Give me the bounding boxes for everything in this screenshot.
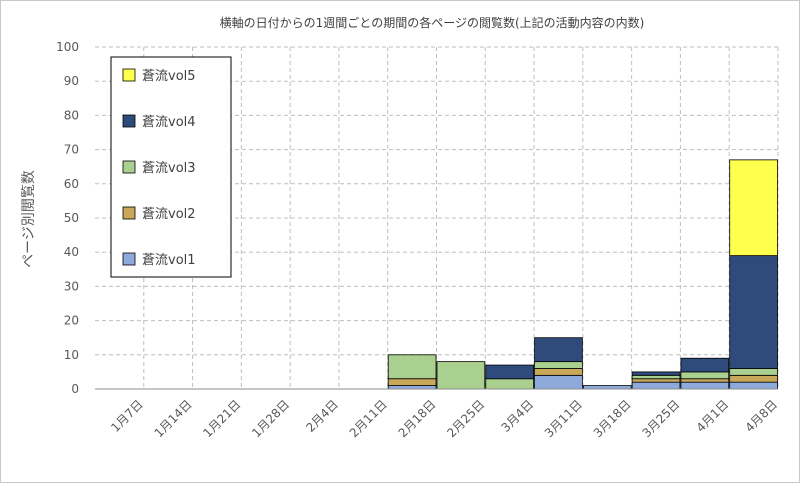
y-tick-label: 70 bbox=[64, 143, 79, 157]
bar-segment-蒼流vol1-3月18日 bbox=[582, 385, 632, 390]
x-tick-label: 3月11日 bbox=[542, 397, 585, 440]
bar-segment-蒼流vol2-3月11日 bbox=[534, 368, 583, 376]
x-tick-label: 1月28日 bbox=[249, 397, 292, 440]
bar-segment-蒼流vol1-2月18日 bbox=[387, 385, 437, 390]
x-tick-label: 4月1日 bbox=[694, 397, 732, 435]
legend-swatch-蒼流vol1 bbox=[122, 252, 136, 266]
y-tick-label: 50 bbox=[64, 211, 79, 225]
legend-label-蒼流vol2: 蒼流vol2 bbox=[142, 207, 196, 222]
bar-segment-蒼流vol3-2月18日 bbox=[387, 354, 437, 380]
x-tick-label: 1月7日 bbox=[108, 397, 146, 435]
y-tick-label: 80 bbox=[64, 108, 79, 122]
bar-segment-蒼流vol2-3月25日 bbox=[631, 378, 681, 383]
bar-segment-蒼流vol3-3月11日 bbox=[534, 361, 583, 369]
legend: 蒼流vol5 蒼流vol4 蒼流vol3 蒼流vol2 蒼流vol1 bbox=[110, 56, 232, 278]
chart-title: 横軸の日付からの1週間ごとの期間の各ページの閲覧数(上記の活動内容の内数) bbox=[220, 15, 645, 30]
bar-segment-蒼流vol4-3月25日 bbox=[631, 371, 681, 376]
bar-segment-蒼流vol4-3月4日 bbox=[485, 364, 534, 380]
y-tick-label: 0 bbox=[71, 382, 79, 396]
x-tick-label: 3月4日 bbox=[499, 397, 537, 435]
bar-segment-蒼流vol4-4月8日 bbox=[729, 255, 778, 369]
y-tick-label: 40 bbox=[64, 245, 79, 259]
legend-label-蒼流vol5: 蒼流vol5 bbox=[142, 69, 196, 84]
x-tick-label: 2月18日 bbox=[396, 397, 439, 440]
y-axis-title: ページ別閲覧数 bbox=[20, 170, 37, 268]
y-tick-label: 90 bbox=[64, 74, 79, 88]
bar-segment-蒼流vol3-2月25日 bbox=[436, 361, 486, 390]
x-tick-label: 3月25日 bbox=[639, 397, 682, 440]
bar-segment-蒼流vol2-2月18日 bbox=[387, 378, 437, 386]
bar-segment-蒼流vol3-3月25日 bbox=[631, 374, 681, 380]
legend-swatch-蒼流vol3 bbox=[122, 160, 136, 174]
legend-label-蒼流vol3: 蒼流vol3 bbox=[142, 161, 196, 176]
bar-segment-蒼流vol3-4月8日 bbox=[729, 368, 778, 376]
legend-swatch-蒼流vol2 bbox=[122, 206, 136, 220]
bar-segment-蒼流vol2-4月1日 bbox=[680, 378, 730, 383]
bar-segment-蒼流vol5-4月8日 bbox=[729, 159, 778, 257]
bar-segment-蒼流vol2-4月8日 bbox=[729, 374, 778, 383]
bar-segment-蒼流vol4-3月11日 bbox=[534, 337, 583, 363]
legend-swatch-蒼流vol4 bbox=[122, 114, 136, 128]
x-tick-label: 2月25日 bbox=[444, 397, 487, 440]
legend-label-蒼流vol1: 蒼流vol1 bbox=[142, 253, 196, 268]
x-tick-label: 1月14日 bbox=[152, 397, 195, 440]
y-tick-label: 10 bbox=[64, 348, 79, 362]
bar-segment-蒼流vol1-4月1日 bbox=[680, 381, 730, 390]
x-tick-label: 2月4日 bbox=[303, 397, 341, 435]
x-tick-label: 1月21日 bbox=[200, 397, 243, 440]
bar-segment-蒼流vol3-4月1日 bbox=[680, 371, 730, 380]
legend-swatch-蒼流vol5 bbox=[122, 68, 136, 82]
y-tick-label: 20 bbox=[64, 314, 79, 328]
bar-segment-蒼流vol1-3月25日 bbox=[631, 381, 681, 390]
bar-segment-蒼流vol3-3月4日 bbox=[485, 378, 534, 390]
bar-segment-蒼流vol1-4月8日 bbox=[729, 381, 778, 390]
y-tick-label: 100 bbox=[56, 40, 79, 54]
y-tick-label: 60 bbox=[64, 177, 79, 191]
x-tick-label: 3月18日 bbox=[591, 397, 634, 440]
x-tick-label: 4月8日 bbox=[742, 397, 780, 435]
bar-segment-蒼流vol1-3月11日 bbox=[534, 374, 583, 390]
bar-segment-蒼流vol4-4月1日 bbox=[680, 357, 730, 373]
bars bbox=[387, 159, 778, 390]
y-tick-label: 30 bbox=[64, 279, 79, 293]
legend-label-蒼流vol4: 蒼流vol4 bbox=[142, 115, 196, 130]
x-tick-label: 2月11日 bbox=[347, 397, 390, 440]
